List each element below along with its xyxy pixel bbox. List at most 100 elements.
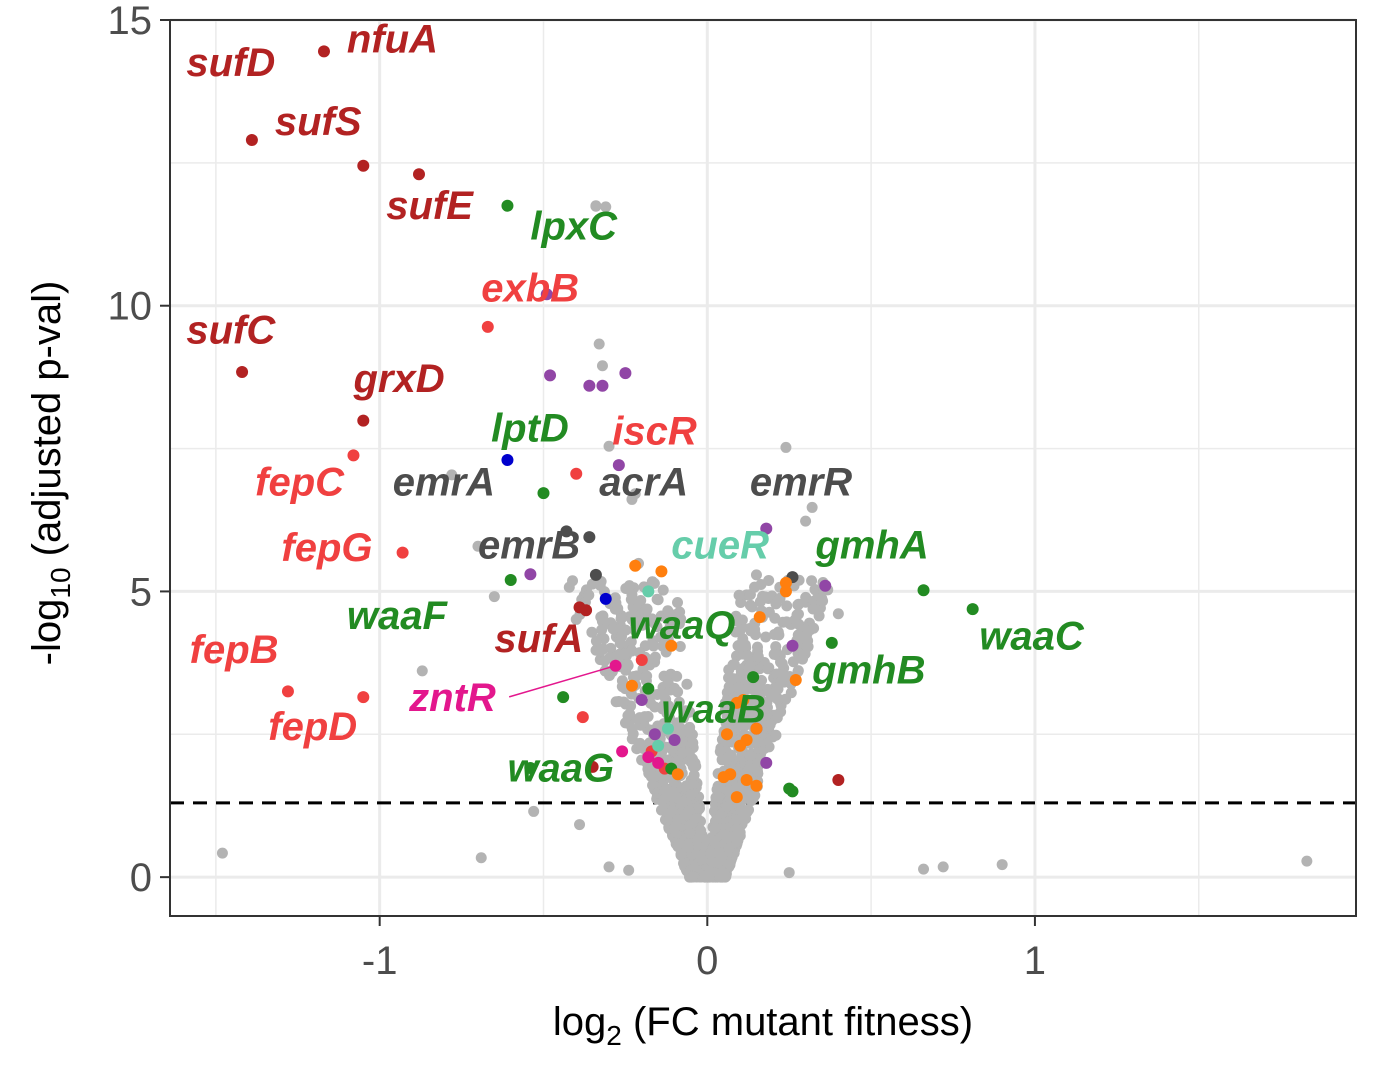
background-point (731, 814, 743, 826)
gene-point (753, 611, 766, 624)
gene-point (730, 791, 743, 804)
background-point (685, 789, 697, 801)
background-point (595, 611, 607, 623)
background-point (657, 689, 669, 701)
background-point (727, 673, 739, 685)
gene-label: emrB (478, 523, 580, 567)
background-point (996, 859, 1008, 871)
background-point (635, 595, 647, 607)
gene-point (819, 579, 832, 592)
background-point (623, 864, 635, 876)
gene-point (583, 531, 596, 544)
background-point (673, 618, 685, 630)
background-point (603, 440, 615, 452)
background-point (590, 635, 602, 647)
gene-point (832, 774, 845, 786)
x-tick-label: 0 (696, 939, 718, 983)
background-point (751, 736, 763, 748)
background-point (488, 591, 500, 603)
gene-point (544, 369, 557, 382)
background-point (743, 762, 755, 774)
background-point (733, 681, 745, 693)
background-point (652, 594, 664, 606)
gene-label: sufA (494, 617, 583, 661)
gene-point (786, 785, 799, 798)
background-point (699, 870, 711, 882)
background-point (669, 682, 681, 694)
gene-point (720, 728, 733, 741)
background-point (673, 696, 685, 708)
background-point (625, 593, 637, 605)
gene-point (281, 685, 294, 698)
gene-point (357, 691, 370, 704)
background-point (744, 622, 756, 634)
background-point (723, 842, 735, 854)
background-point (593, 338, 605, 350)
background-point (624, 708, 636, 720)
background-point (416, 665, 428, 677)
background-point (627, 728, 639, 740)
background-point (797, 653, 809, 665)
background-point (770, 729, 782, 741)
background-point (732, 640, 744, 652)
background-point (710, 792, 722, 804)
background-point (776, 658, 788, 670)
gene-label: waaB (661, 687, 766, 731)
background-point (743, 790, 755, 802)
background-point (770, 598, 782, 610)
gene-point (717, 771, 730, 784)
gene-point (642, 751, 655, 764)
gene-point (583, 379, 596, 392)
background-point (472, 540, 484, 552)
label-leader-line (508, 664, 616, 698)
gene-point (599, 592, 612, 605)
gene-point (537, 487, 550, 500)
background-point (596, 360, 608, 372)
background-point (673, 838, 685, 850)
gene-point (570, 467, 583, 480)
background-point (615, 613, 627, 625)
gene-point (671, 768, 684, 781)
background-point (769, 612, 781, 624)
background-point (687, 737, 699, 749)
gene-label: grxD (352, 357, 444, 401)
gene-point (740, 774, 753, 786)
background-point (783, 867, 795, 879)
background-point (765, 688, 777, 700)
gene-point (580, 604, 593, 617)
background-point (623, 580, 635, 592)
gene-point (661, 722, 674, 735)
background-point (781, 600, 793, 612)
background-point (586, 626, 598, 638)
background-point (607, 623, 619, 635)
background-point (528, 805, 540, 817)
y-tick-label: 15 (108, 0, 153, 43)
background-point (781, 616, 793, 628)
gene-point (612, 459, 625, 472)
background-point (813, 610, 825, 622)
gene-label: gmhA (814, 523, 928, 567)
background-point (744, 750, 756, 762)
background-point (620, 624, 632, 636)
background-point (662, 605, 674, 617)
gene-label: fepC (255, 460, 345, 504)
background-point (744, 660, 756, 672)
background-point (739, 705, 751, 717)
background-point (678, 857, 690, 869)
background-point (675, 848, 687, 860)
background-point (709, 822, 721, 834)
background-point (655, 804, 667, 816)
background-point (613, 695, 625, 707)
gene-label: iscR (612, 410, 697, 454)
background-point (688, 769, 700, 781)
plot-panel-border (169, 19, 1357, 917)
gene-point (396, 546, 409, 559)
gene-point (652, 739, 665, 752)
background-point (742, 650, 754, 662)
gene-point (635, 694, 648, 706)
background-point (773, 629, 785, 641)
gene-point (737, 694, 750, 706)
gene-point (501, 199, 514, 212)
background-point (687, 761, 699, 773)
background-point (590, 200, 602, 212)
